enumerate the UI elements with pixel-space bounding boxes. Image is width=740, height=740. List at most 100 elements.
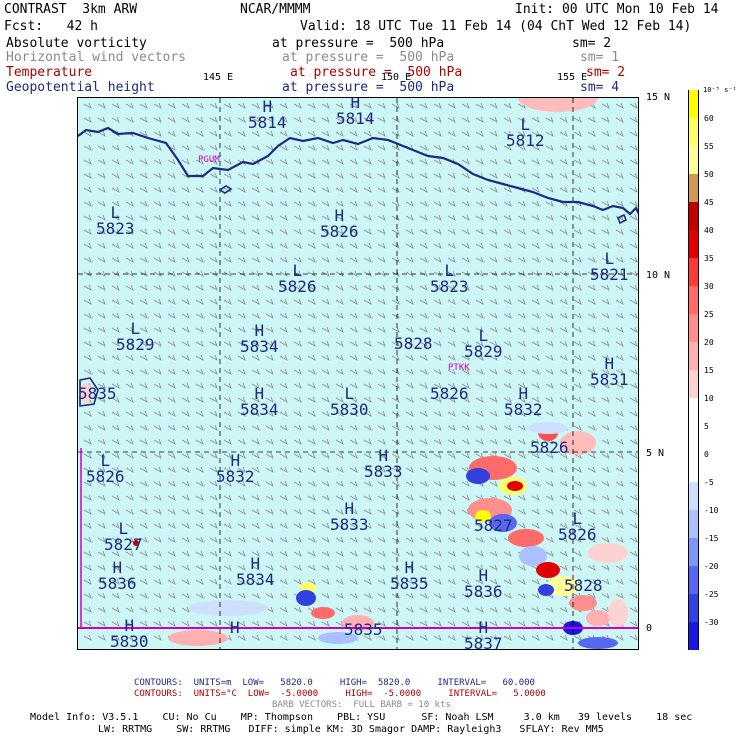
pressure-center-value: 5830 <box>330 400 369 419</box>
pressure-center-value: 5834 <box>240 337 279 356</box>
colorbar-cell <box>688 482 699 510</box>
pressure-center-type: H <box>230 451 241 470</box>
colorbar-cell <box>688 314 699 342</box>
pressure-center-value: 5826 <box>278 277 317 296</box>
forecast-hour: Fcst: 42 h <box>4 19 98 34</box>
pressure-center: L 5823 <box>430 263 469 295</box>
pressure-center: H 5832 <box>504 386 543 418</box>
pressure-center: L 5829 <box>116 321 155 353</box>
colorbar-cell <box>688 510 699 538</box>
model-info-line2: LW: RRTMG SW: RRTMG DIFF: simple KM: 3D … <box>98 724 604 735</box>
lat-lon-grid <box>78 98 638 649</box>
pressure-center-value: 5826 <box>430 384 469 403</box>
pressure-center-value: 5827 <box>474 516 513 535</box>
pressure-center-value: 5832 <box>216 467 255 486</box>
pressure-center-type: H <box>518 384 529 403</box>
pressure-center: H 5833 <box>330 501 369 533</box>
pressure-center-value: 5821 <box>590 265 629 284</box>
pressure-center: H 5832 <box>216 453 255 485</box>
pressure-center-type: L <box>130 319 141 338</box>
colorbar-tick-label: 30 <box>704 282 714 291</box>
pressure-center: L 5826 <box>278 263 317 295</box>
station-label: PTKK <box>448 363 470 373</box>
pressure-center-value: 5835 <box>390 574 429 593</box>
colorbar-cell <box>688 90 699 118</box>
lat-label: 5 N <box>646 448 665 459</box>
colorbar-tick-label: 20 <box>704 338 714 347</box>
lat-label: 10 N <box>646 270 671 281</box>
field-level-temperature: at pressure = 500 hPa <box>290 65 463 80</box>
pressure-center: 5826 <box>430 386 469 402</box>
pressure-center: H 5836 <box>98 560 137 592</box>
colorbar-tick-label: -10 <box>704 506 719 515</box>
pressure-center-type: H <box>478 618 489 637</box>
pressure-center: H 5826 <box>320 208 359 240</box>
pressure-center: L 5826 <box>86 453 125 485</box>
pressure-center-value: 5828 <box>564 576 603 595</box>
pressure-center: L 5829 <box>464 328 503 360</box>
lon-label: 155 E <box>557 72 588 83</box>
pressure-center: L 5823 <box>96 205 135 237</box>
pressure-center-type: H <box>404 558 415 577</box>
colorbar-cell <box>688 398 699 426</box>
pressure-center-value: 5827 <box>104 535 143 554</box>
colorbar-cell <box>688 370 699 398</box>
field-name-wind: Horizontal wind vectors <box>6 50 187 65</box>
field-sm-wind: sm= 1 <box>580 50 620 65</box>
field-level-wind: at pressure = 500 hPa <box>282 50 455 65</box>
pressure-center-type: H <box>250 554 261 573</box>
colorbar-tick-label: 55 <box>704 142 714 151</box>
pressure-center-type: H <box>254 321 265 340</box>
pressure-center-value: 5829 <box>464 342 503 361</box>
model-info-line1: Model Info: V3.5.1 CU: No Cu MP: Thompso… <box>30 712 693 723</box>
pressure-center-type: H <box>230 618 240 637</box>
lon-label: 150 E <box>381 72 412 83</box>
pressure-center: 5835 <box>78 386 117 402</box>
colorbar-tick-label: 25 <box>704 310 714 319</box>
field-level-vorticity: at pressure = 500 hPa <box>272 36 445 51</box>
pressure-center-value: 5812 <box>506 131 545 150</box>
pressure-center-type: H <box>604 354 615 373</box>
pressure-center-type: H <box>350 97 361 112</box>
product-title: CONTRAST 3km ARW <box>4 2 138 17</box>
pressure-center-value: 5829 <box>116 335 155 354</box>
pressure-center-type: H <box>478 566 489 585</box>
colorbar-cell <box>688 230 699 258</box>
pressure-center: 5835 <box>344 622 383 638</box>
pressure-center: L 5827 <box>104 521 143 553</box>
field-name-temperature: Temperature <box>6 65 93 80</box>
colorbar-cell <box>688 426 699 454</box>
pressure-center-value: 5823 <box>96 219 135 238</box>
colorbar-tick-label: 10 <box>704 394 714 403</box>
pressure-center-type: H <box>334 206 345 225</box>
station-label: PGUM <box>198 155 220 165</box>
island-outline <box>218 185 233 194</box>
pressure-center-type: L <box>444 261 455 280</box>
organization: NCAR/MMMM <box>240 2 311 17</box>
pressure-center: 5826 <box>530 440 569 456</box>
pressure-center-type: L <box>344 384 355 403</box>
field-level-height: at pressure = 500 hPa <box>282 80 455 95</box>
pressure-center-type: L <box>292 261 303 280</box>
pressure-center-type: L <box>478 326 489 345</box>
pressure-center: H 5834 <box>240 323 279 355</box>
pressure-center: H <box>230 620 240 636</box>
field-sm-temperature: sm= 2 <box>586 65 626 80</box>
colorbar-tick-label: 45 <box>704 198 714 207</box>
pressure-center: H 5814 <box>248 99 287 131</box>
pressure-center-type: H <box>112 558 123 577</box>
pressure-center-type: L <box>110 203 121 222</box>
colorbar-cell <box>688 118 699 146</box>
pressure-center: L 5826 <box>558 511 597 543</box>
field-sm-vorticity: sm= 2 <box>572 36 612 51</box>
pressure-center: 5827 <box>474 518 513 534</box>
map-panel[interactable]: PGUM PTKK H 5814 H 5814 L 5812 L 5823 H 5826 L 5821… <box>77 97 639 650</box>
colorbar-tick-label: -15 <box>704 534 719 543</box>
colorbar-tick-label: 15 <box>704 366 714 375</box>
pressure-center-value: 5835 <box>344 620 383 639</box>
pressure-center-value: 5814 <box>336 109 375 128</box>
colorbar-tick-label: 5 <box>704 422 709 431</box>
colorbar-tick-label: -20 <box>704 562 719 571</box>
pressure-center-value: 5835 <box>78 384 117 403</box>
colorbar-tick-label: -25 <box>704 590 719 599</box>
